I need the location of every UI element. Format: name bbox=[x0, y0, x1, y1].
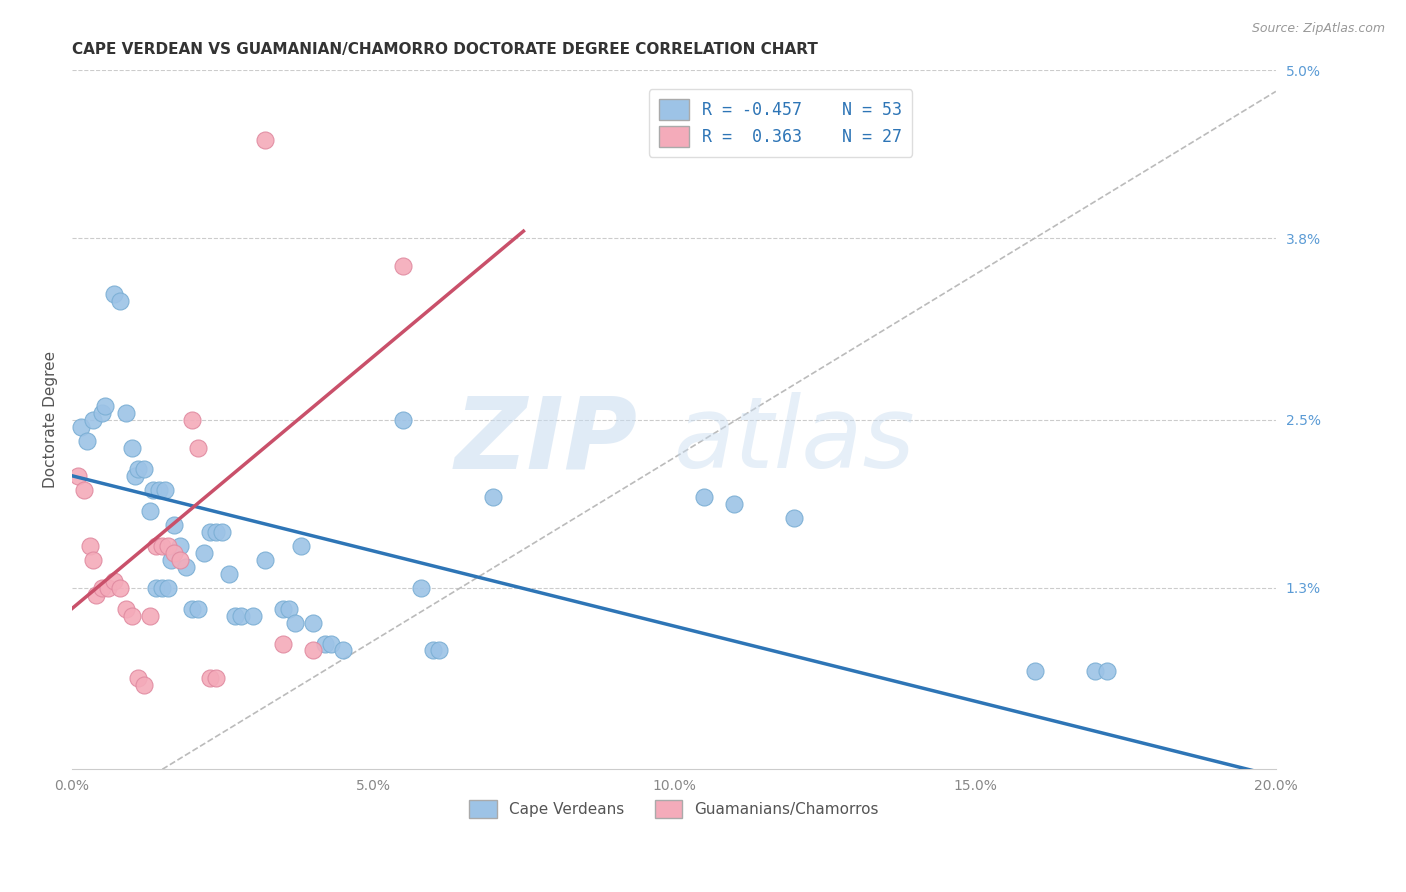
Legend: Cape Verdeans, Guamanians/Chamorros: Cape Verdeans, Guamanians/Chamorros bbox=[463, 794, 884, 824]
Point bbox=[392, 259, 415, 273]
Point bbox=[482, 490, 505, 504]
Point bbox=[73, 483, 96, 497]
Point bbox=[84, 588, 107, 602]
Point bbox=[181, 601, 204, 615]
Point bbox=[76, 434, 98, 448]
Point bbox=[82, 413, 104, 427]
Point bbox=[253, 133, 276, 147]
Point bbox=[693, 490, 716, 504]
Point bbox=[115, 406, 138, 420]
Point bbox=[314, 636, 336, 650]
Point bbox=[145, 581, 167, 595]
Point bbox=[150, 581, 173, 595]
Point bbox=[121, 441, 143, 455]
Point bbox=[160, 552, 183, 566]
Point bbox=[319, 636, 342, 650]
Point bbox=[427, 643, 450, 657]
Point bbox=[200, 672, 222, 686]
Point bbox=[79, 539, 101, 553]
Point bbox=[163, 546, 186, 560]
Point bbox=[82, 552, 104, 566]
Point bbox=[218, 566, 240, 581]
Point bbox=[229, 608, 252, 623]
Point bbox=[200, 524, 222, 539]
Point bbox=[115, 601, 138, 615]
Point bbox=[1084, 665, 1107, 679]
Point bbox=[70, 420, 93, 434]
Point bbox=[94, 399, 117, 413]
Point bbox=[134, 462, 156, 476]
Point bbox=[108, 294, 131, 309]
Point bbox=[277, 601, 299, 615]
Point bbox=[157, 581, 180, 595]
Point bbox=[139, 608, 162, 623]
Point bbox=[157, 539, 180, 553]
Point bbox=[127, 462, 149, 476]
Point bbox=[301, 615, 323, 630]
Point bbox=[169, 552, 191, 566]
Point bbox=[145, 539, 167, 553]
Point bbox=[66, 468, 89, 483]
Point bbox=[163, 517, 186, 532]
Point bbox=[271, 636, 294, 650]
Point bbox=[134, 678, 156, 692]
Point bbox=[284, 615, 307, 630]
Point bbox=[124, 468, 146, 483]
Point bbox=[181, 413, 204, 427]
Point bbox=[332, 643, 354, 657]
Point bbox=[271, 601, 294, 615]
Y-axis label: Doctorate Degree: Doctorate Degree bbox=[44, 351, 58, 489]
Point bbox=[176, 559, 198, 574]
Point bbox=[91, 581, 114, 595]
Point bbox=[150, 539, 173, 553]
Point bbox=[253, 552, 276, 566]
Point bbox=[139, 504, 162, 518]
Point bbox=[91, 406, 114, 420]
Point bbox=[127, 672, 149, 686]
Point bbox=[193, 546, 215, 560]
Point bbox=[1024, 665, 1046, 679]
Point bbox=[211, 524, 233, 539]
Point bbox=[108, 581, 131, 595]
Point bbox=[242, 608, 264, 623]
Point bbox=[121, 608, 143, 623]
Point bbox=[205, 672, 228, 686]
Point bbox=[205, 524, 228, 539]
Point bbox=[155, 483, 177, 497]
Point bbox=[1097, 665, 1119, 679]
Point bbox=[224, 608, 246, 623]
Point bbox=[411, 581, 433, 595]
Text: ZIP: ZIP bbox=[454, 392, 638, 490]
Point bbox=[103, 287, 125, 301]
Point bbox=[392, 413, 415, 427]
Point bbox=[723, 497, 745, 511]
Point bbox=[290, 539, 312, 553]
Point bbox=[301, 643, 323, 657]
Text: CAPE VERDEAN VS GUAMANIAN/CHAMORRO DOCTORATE DEGREE CORRELATION CHART: CAPE VERDEAN VS GUAMANIAN/CHAMORRO DOCTO… bbox=[72, 42, 818, 57]
Point bbox=[142, 483, 165, 497]
Point bbox=[148, 483, 170, 497]
Point bbox=[422, 643, 444, 657]
Point bbox=[187, 601, 209, 615]
Point bbox=[187, 441, 209, 455]
Text: atlas: atlas bbox=[673, 392, 915, 490]
Text: Source: ZipAtlas.com: Source: ZipAtlas.com bbox=[1251, 22, 1385, 36]
Point bbox=[103, 574, 125, 588]
Point bbox=[169, 539, 191, 553]
Point bbox=[783, 510, 806, 524]
Point bbox=[97, 581, 120, 595]
